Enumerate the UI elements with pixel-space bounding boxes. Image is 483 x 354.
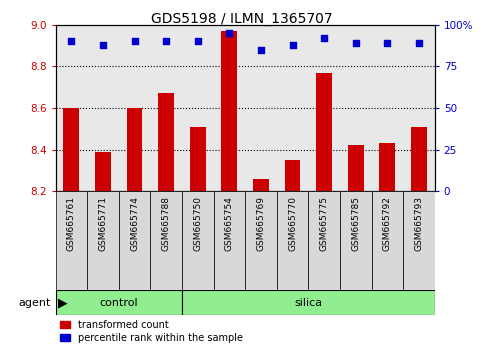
Bar	[127, 108, 142, 191]
Bar	[182, 290, 435, 315]
Bar	[87, 191, 119, 290]
Bar	[56, 191, 87, 290]
Text: silica: silica	[294, 298, 322, 308]
Text: GSM665754: GSM665754	[225, 196, 234, 251]
Point	[384, 40, 391, 46]
Bar	[348, 145, 364, 191]
Bar	[190, 127, 206, 191]
Bar	[221, 31, 237, 191]
Bar	[150, 191, 182, 290]
Text: ▶: ▶	[58, 296, 68, 309]
Text: GSM665788: GSM665788	[162, 196, 170, 251]
Bar	[213, 191, 245, 290]
Point	[415, 40, 423, 46]
Point	[131, 39, 139, 44]
Text: control: control	[99, 298, 138, 308]
Text: agent: agent	[18, 298, 51, 308]
Text: GSM665775: GSM665775	[320, 196, 328, 251]
Bar	[63, 108, 79, 191]
Point	[352, 40, 359, 46]
Point	[226, 30, 233, 36]
Bar	[119, 191, 150, 290]
Text: GSM665774: GSM665774	[130, 196, 139, 251]
Text: GSM665792: GSM665792	[383, 196, 392, 251]
Point	[99, 42, 107, 47]
Bar	[253, 179, 269, 191]
Text: GSM665769: GSM665769	[256, 196, 266, 251]
Bar	[245, 191, 277, 290]
Text: GSM665770: GSM665770	[288, 196, 297, 251]
Text: GDS5198 / ILMN_1365707: GDS5198 / ILMN_1365707	[151, 12, 332, 27]
Legend: transformed count, percentile rank within the sample: transformed count, percentile rank withi…	[60, 320, 243, 343]
Text: GSM665793: GSM665793	[414, 196, 424, 251]
Point	[320, 35, 328, 41]
Bar	[308, 191, 340, 290]
Bar	[182, 191, 213, 290]
Bar	[411, 127, 427, 191]
Point	[194, 39, 201, 44]
Bar	[371, 191, 403, 290]
Text: GSM665761: GSM665761	[67, 196, 76, 251]
Bar	[403, 191, 435, 290]
Text: GSM665785: GSM665785	[351, 196, 360, 251]
Point	[162, 39, 170, 44]
Bar	[56, 290, 182, 315]
Bar	[158, 93, 174, 191]
Bar	[284, 160, 300, 191]
Point	[257, 47, 265, 53]
Bar	[316, 73, 332, 191]
Bar	[340, 191, 371, 290]
Text: GSM665771: GSM665771	[99, 196, 107, 251]
Bar	[95, 152, 111, 191]
Bar	[277, 191, 308, 290]
Bar	[380, 143, 395, 191]
Point	[289, 42, 297, 47]
Point	[68, 39, 75, 44]
Text: GSM665750: GSM665750	[193, 196, 202, 251]
